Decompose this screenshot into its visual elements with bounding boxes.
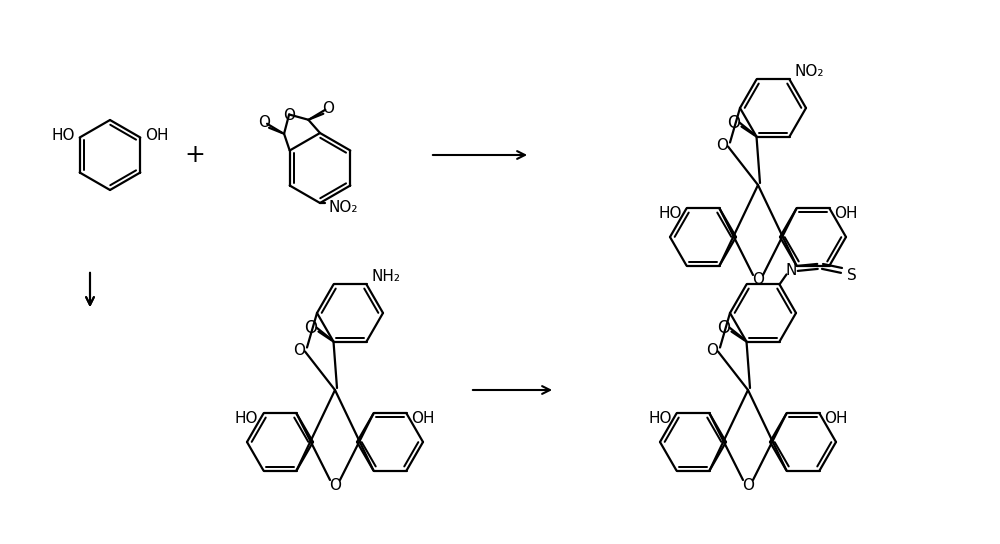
Text: OH: OH <box>834 206 858 221</box>
Text: O: O <box>742 478 754 492</box>
Text: OH: OH <box>145 128 169 143</box>
Text: N: N <box>786 263 797 278</box>
Text: HO: HO <box>51 128 75 143</box>
Text: HO: HO <box>648 411 672 426</box>
Text: OH: OH <box>824 411 848 426</box>
Text: O: O <box>717 319 730 337</box>
Text: O: O <box>752 273 764 287</box>
Text: O: O <box>283 108 295 123</box>
Text: O: O <box>706 343 718 358</box>
Text: O: O <box>322 101 334 116</box>
Text: NH₂: NH₂ <box>372 269 400 284</box>
Text: S: S <box>846 268 856 283</box>
Text: HO: HO <box>235 411 258 426</box>
Text: HO: HO <box>658 206 682 221</box>
Text: OH: OH <box>412 411 435 426</box>
Text: O: O <box>716 138 728 153</box>
Text: NO₂: NO₂ <box>328 200 358 214</box>
Text: O: O <box>304 319 317 337</box>
Text: NO₂: NO₂ <box>794 64 824 79</box>
Text: O: O <box>727 114 740 132</box>
Text: O: O <box>293 343 305 358</box>
Text: O: O <box>329 478 341 492</box>
Text: +: + <box>185 143 205 167</box>
Text: O: O <box>258 115 270 130</box>
